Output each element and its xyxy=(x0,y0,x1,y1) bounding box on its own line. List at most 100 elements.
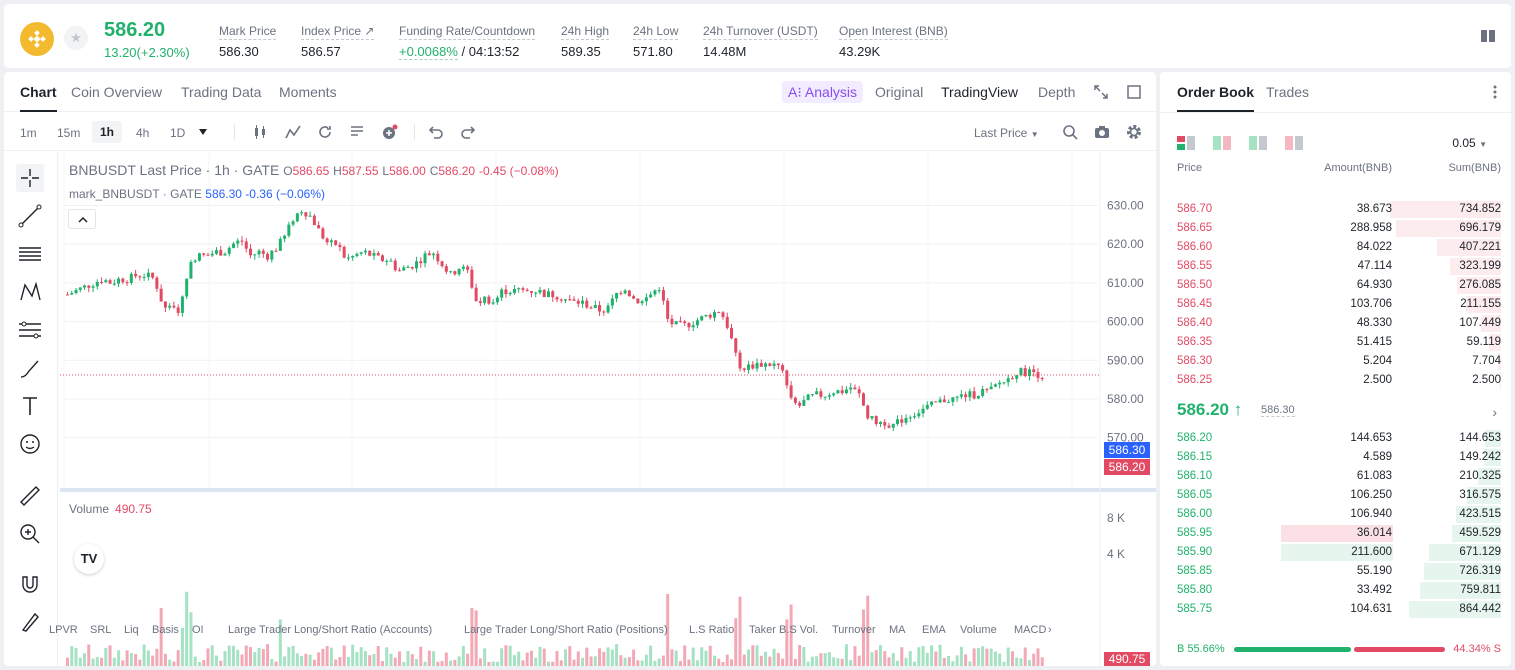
more-options-icon[interactable] xyxy=(1493,84,1497,100)
stat-open-interest[interactable]: Open Interest (BNB) 43.29K xyxy=(839,22,948,59)
ask-row[interactable]: 586.65 288.958 696.179 xyxy=(1160,219,1511,238)
tab-order-book[interactable]: Order Book xyxy=(1177,84,1255,112)
fibonacci-tool-icon[interactable] xyxy=(16,316,44,344)
price-type-select[interactable]: Last Price ▼ xyxy=(974,126,1039,140)
crosshair-icon[interactable] xyxy=(16,164,44,192)
compare-icon[interactable] xyxy=(317,124,333,140)
ai-analysis-button[interactable]: A⁝ Analysis xyxy=(782,81,864,103)
bid-row[interactable]: 585.75 104.631 864.442 xyxy=(1160,600,1511,619)
volume-bar xyxy=(380,661,384,666)
tab-coin-overview[interactable]: Coin Overview xyxy=(71,84,163,100)
precision-select[interactable]: 0.05 ▼ xyxy=(1452,136,1487,150)
stat-funding-rate[interactable]: Funding Rate/Countdown +0.0068% / 04:13:… xyxy=(399,22,536,60)
add-alert-icon[interactable] xyxy=(382,124,398,140)
ask-row[interactable]: 586.70 38.673 734.852 xyxy=(1160,200,1511,219)
bid-row[interactable]: 585.80 33.492 759.811 xyxy=(1160,581,1511,600)
templates-icon[interactable] xyxy=(349,124,365,140)
layout-window-icon[interactable] xyxy=(1127,85,1141,99)
expand-icon[interactable] xyxy=(1094,85,1108,99)
zoom-in-icon[interactable] xyxy=(16,520,44,548)
indicator-oi[interactable]: OI xyxy=(192,624,204,636)
horizontal-lines-icon[interactable] xyxy=(16,240,44,268)
timeframe-1h[interactable]: 1h xyxy=(92,121,123,143)
bid-row[interactable]: 586.20 144.653 144.653 xyxy=(1160,429,1511,448)
view-asks-icon[interactable] xyxy=(1285,136,1303,150)
undo-icon[interactable] xyxy=(428,124,444,140)
indicators-icon[interactable] xyxy=(285,124,301,140)
ask-row[interactable]: 586.30 5.204 7.704 xyxy=(1160,352,1511,371)
timeframe-4h[interactable]: 4h xyxy=(136,126,150,140)
guide-book-icon[interactable] xyxy=(1481,30,1495,42)
ruler-tool-icon[interactable] xyxy=(16,482,44,510)
price-chart[interactable]: 630.00 620.00 610.00 600.00 590.00 580.00 570.… xyxy=(60,152,1156,666)
indicator-srl[interactable]: SRL xyxy=(90,624,112,636)
candle-body xyxy=(695,320,699,326)
view-both-icon[interactable] xyxy=(1177,136,1195,150)
tab-original[interactable]: Original xyxy=(875,84,924,100)
lock-drawing-icon[interactable] xyxy=(16,608,44,636)
indicator-l-s-ratio[interactable]: L.S Ratio xyxy=(689,624,735,636)
tab-depth[interactable]: Depth xyxy=(1038,84,1076,100)
indicator-turnover[interactable]: Turnover xyxy=(832,624,876,636)
emoji-tool-icon[interactable] xyxy=(16,430,44,458)
indicator-taker-b-s-vol-[interactable]: Taker B.S Vol. xyxy=(749,624,819,636)
indicator-volume[interactable]: Volume xyxy=(960,624,997,636)
candle-type-icon[interactable] xyxy=(253,124,269,140)
candle-body xyxy=(640,301,644,304)
stat-index-price[interactable]: Index Price ↗ 586.57 xyxy=(301,22,375,59)
indicator-liq[interactable]: Liq xyxy=(124,624,139,636)
bid-row[interactable]: 586.10 61.083 210.325 xyxy=(1160,467,1511,486)
bid-row[interactable]: 586.05 106.250 316.575 xyxy=(1160,486,1511,505)
indicator-basis[interactable]: Basis xyxy=(152,624,179,636)
ask-row[interactable]: 586.35 51.415 59.119 xyxy=(1160,333,1511,352)
search-icon[interactable] xyxy=(1062,124,1078,140)
settings-gear-icon[interactable] xyxy=(1126,124,1142,140)
candle-body xyxy=(734,338,738,353)
ask-row[interactable]: 586.45 103.706 211.155 xyxy=(1160,295,1511,314)
indicator-ema[interactable]: EMA xyxy=(922,624,946,636)
collapse-legend-button[interactable] xyxy=(68,209,96,229)
timeframe-1m[interactable]: 1m xyxy=(20,126,37,140)
timeframe-1d[interactable]: 1D xyxy=(170,126,186,140)
ask-row[interactable]: 586.55 47.114 323.199 xyxy=(1160,257,1511,276)
bid-row[interactable]: 585.90 211.600 671.129 xyxy=(1160,543,1511,562)
ask-row[interactable]: 586.50 64.930 276.085 xyxy=(1160,276,1511,295)
indicator-large-trader-long-short-ratio-positions-[interactable]: Large Trader Long/Short Ratio (Positions… xyxy=(464,624,668,636)
tab-trading-data[interactable]: Trading Data xyxy=(181,84,262,100)
y-tick-label: 630.00 xyxy=(1107,198,1144,212)
bid-row[interactable]: 585.95 36.014 459.529 xyxy=(1160,524,1511,543)
view-asks-bids-icon[interactable] xyxy=(1213,136,1231,150)
chevron-right-icon[interactable]: › xyxy=(1048,624,1052,636)
trend-line-icon[interactable] xyxy=(16,202,44,230)
view-bids-icon[interactable] xyxy=(1249,136,1267,150)
indicator-ma[interactable]: MA xyxy=(889,624,906,636)
volume-bar xyxy=(244,645,248,666)
bid-row[interactable]: 586.15 4.589 149.242 xyxy=(1160,448,1511,467)
bid-row[interactable]: 586.00 106.940 423.515 xyxy=(1160,505,1511,524)
volume-bar xyxy=(764,651,768,666)
tab-moments[interactable]: Moments xyxy=(279,84,337,100)
legend-low: 586.00 xyxy=(389,164,426,178)
indicator-lpvr[interactable]: LPVR xyxy=(49,624,78,636)
ask-row[interactable]: 586.25 2.500 2.500 xyxy=(1160,371,1511,390)
bid-row[interactable]: 585.85 55.190 726.319 xyxy=(1160,562,1511,581)
magnet-icon[interactable] xyxy=(16,570,44,598)
candlestick-chart[interactable]: 630.00 620.00 610.00 600.00 590.00 580.00 570.… xyxy=(60,152,1156,666)
ask-row[interactable]: 586.60 84.022 407.221 xyxy=(1160,238,1511,257)
text-tool-icon[interactable] xyxy=(16,392,44,420)
ask-row[interactable]: 586.40 48.330 107.449 xyxy=(1160,314,1511,333)
indicator-large-trader-long-short-ratio-accounts-[interactable]: Large Trader Long/Short Ratio (Accounts) xyxy=(228,624,433,636)
tab-chart[interactable]: Chart xyxy=(20,84,57,112)
pattern-tool-icon[interactable] xyxy=(16,278,44,306)
tab-tradingview[interactable]: TradingView xyxy=(941,84,1019,100)
timeframe-15m[interactable]: 15m xyxy=(57,126,81,140)
camera-icon[interactable] xyxy=(1094,124,1110,140)
tab-trades[interactable]: Trades xyxy=(1266,84,1310,100)
indicator-macd[interactable]: MACD xyxy=(1014,624,1047,636)
brush-tool-icon[interactable] xyxy=(16,354,44,382)
favorite-star-icon[interactable]: ★ xyxy=(64,26,88,50)
redo-icon[interactable] xyxy=(460,124,476,140)
chevron-right-icon[interactable]: › xyxy=(1492,404,1497,420)
stat-mark-price[interactable]: Mark Price 586.30 xyxy=(219,22,277,59)
timeframe-dropdown-icon[interactable] xyxy=(199,129,207,135)
